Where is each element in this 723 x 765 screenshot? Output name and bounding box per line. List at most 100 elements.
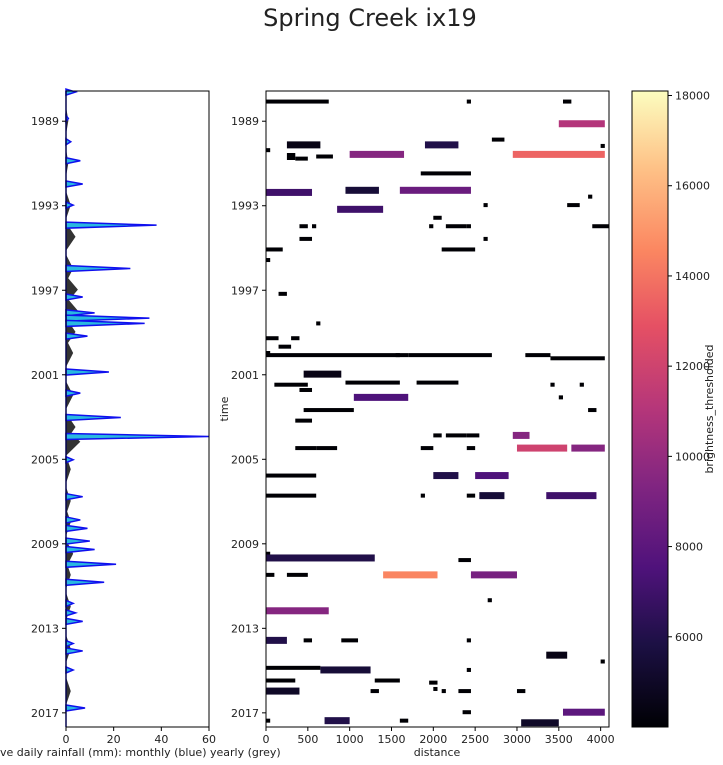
heatmap-cell bbox=[424, 141, 459, 149]
monthly-rainfall-spike bbox=[65, 524, 88, 533]
heatmap-cell bbox=[600, 143, 605, 148]
heat-x-tick-label: 3500 bbox=[545, 733, 573, 746]
heatmap-cell bbox=[399, 186, 471, 194]
heatmap-cell bbox=[466, 493, 476, 498]
rainfall-frame bbox=[65, 90, 210, 728]
rain-y-tick-label: 2013 bbox=[31, 622, 59, 635]
heatmap-cell bbox=[562, 708, 605, 716]
heatmap-cell bbox=[266, 336, 279, 341]
heatmap-cell bbox=[324, 717, 350, 725]
heatmap-cell bbox=[433, 215, 442, 220]
monthly-rainfall-spike bbox=[65, 545, 95, 554]
heatmap-cell bbox=[345, 380, 400, 385]
heatmap-cell bbox=[600, 659, 605, 664]
heatmap-cell bbox=[558, 395, 563, 400]
rain-x-tick-label: 20 bbox=[107, 733, 121, 746]
heat-x-tick-label: 0 bbox=[263, 733, 270, 746]
rain-x-axis-label: ave daily rainfall (mm): monthly (blue) … bbox=[0, 746, 281, 759]
colorbar: 6000 8000 10000 12000 14000 16000 18000 brightn… bbox=[631, 90, 716, 728]
monthly-rainfall-spike bbox=[65, 389, 81, 398]
heatmap-cell bbox=[433, 686, 438, 691]
monthly-rainfall-spike bbox=[65, 413, 121, 422]
heat-y-tick-label: 2001 bbox=[231, 369, 259, 382]
heatmap-cell bbox=[416, 380, 459, 385]
rain-y-tick-label: 2017 bbox=[31, 707, 59, 720]
heatmap-cell bbox=[466, 433, 480, 438]
monthly-rainfall-spike bbox=[65, 647, 83, 655]
monthly-rainfall-spike bbox=[65, 516, 81, 524]
heat-x-tick-label: 2500 bbox=[461, 733, 489, 746]
colorbar-gradient bbox=[632, 91, 668, 727]
monthly-rainfall-spike bbox=[65, 560, 117, 569]
monthly-rainfall-spike bbox=[65, 537, 90, 545]
heat-y-axis-label: time bbox=[218, 396, 231, 421]
heatmap-cell bbox=[466, 446, 476, 451]
heatmap-cell bbox=[295, 446, 317, 451]
heatmap-cell bbox=[374, 678, 400, 683]
heat-y-tick-label: 1993 bbox=[231, 200, 259, 213]
heatmap-cell bbox=[445, 433, 467, 438]
heatmap-cell bbox=[420, 171, 471, 176]
heatmap-cell bbox=[286, 153, 296, 161]
rain-y-tick-label: 1993 bbox=[31, 200, 59, 213]
heatmap-cell bbox=[266, 607, 329, 615]
heatmap-cell bbox=[266, 493, 317, 498]
colorbar-tick-label: 16000 bbox=[675, 180, 710, 193]
colorbar-tick-label: 10000 bbox=[675, 450, 710, 463]
rain-x-tick-label: 40 bbox=[154, 733, 168, 746]
heatmap-cell bbox=[299, 224, 308, 229]
heatmap-cell bbox=[550, 356, 605, 361]
heatmap-cell bbox=[266, 636, 287, 644]
monthly-rainfall-spike bbox=[65, 368, 109, 376]
heatmap-cell bbox=[266, 572, 275, 577]
heatmap-cell bbox=[483, 236, 488, 241]
heatmap-cell bbox=[266, 554, 375, 562]
heatmap-cell bbox=[370, 689, 379, 694]
heatmap-cell bbox=[383, 571, 438, 579]
heatmap-cell bbox=[320, 666, 371, 674]
heatmap-cell bbox=[433, 472, 459, 480]
heatmap-cell bbox=[291, 336, 300, 341]
heatmap-cell bbox=[429, 224, 434, 229]
monthly-rainfall-spike bbox=[65, 332, 88, 340]
heat-y-tick-label: 1997 bbox=[231, 284, 259, 297]
heatmap-cell bbox=[588, 194, 593, 199]
rain-y-tick-label: 2001 bbox=[31, 369, 59, 382]
monthly-rainfall-spike bbox=[65, 319, 145, 328]
heatmap-cell bbox=[266, 551, 271, 556]
heatmap-cell bbox=[433, 433, 442, 438]
heatmap-cell bbox=[266, 188, 313, 196]
heatmap-cell bbox=[295, 418, 313, 423]
colorbar-label: brightness_thresholded bbox=[703, 344, 716, 473]
heatmap-cell bbox=[441, 689, 446, 694]
chart-title: Spring Creek ix19 bbox=[263, 4, 477, 32]
heatmap-cell bbox=[266, 678, 296, 683]
colorbar-tick-label: 6000 bbox=[675, 631, 703, 644]
heatmap-cell bbox=[475, 472, 509, 480]
heatmap-cell bbox=[266, 247, 283, 252]
heatmap-cell bbox=[550, 382, 555, 387]
heatmap-cell bbox=[571, 444, 605, 452]
heatmap-cell bbox=[458, 558, 471, 563]
heatmap-cell bbox=[579, 382, 584, 387]
heatmap-cell bbox=[316, 321, 321, 326]
colorbar-tick-label: 8000 bbox=[675, 541, 703, 554]
heatmap-cell bbox=[303, 638, 313, 643]
heatmap-cell bbox=[491, 137, 505, 142]
heat-y-tick-label: 1989 bbox=[231, 115, 259, 128]
heatmap-cell bbox=[266, 351, 271, 356]
monthly-rainfall-spike bbox=[65, 88, 79, 97]
heatmap-panel: 0 500 1000 1500 2000 2500 3000 3500 4000 1989 1993… bbox=[218, 90, 615, 759]
heatmap-cell bbox=[274, 382, 308, 387]
heatmap-cell bbox=[512, 150, 605, 158]
rainfall-panel: 0 20 40 60 1989 1993 1997 2001 2005 2009 2013 2017 a… bbox=[0, 88, 281, 759]
heatmap-frame bbox=[265, 90, 610, 728]
monthly-rainfall-spike bbox=[65, 617, 83, 626]
heatmap-cell bbox=[487, 598, 492, 603]
heatmap-cell bbox=[521, 719, 559, 727]
rain-y-tick-label: 2009 bbox=[31, 538, 59, 551]
heatmap-cell bbox=[466, 99, 471, 104]
heatmap-cell bbox=[408, 353, 492, 358]
heatmap-cell bbox=[395, 353, 409, 358]
heatmap-cell bbox=[337, 205, 384, 213]
